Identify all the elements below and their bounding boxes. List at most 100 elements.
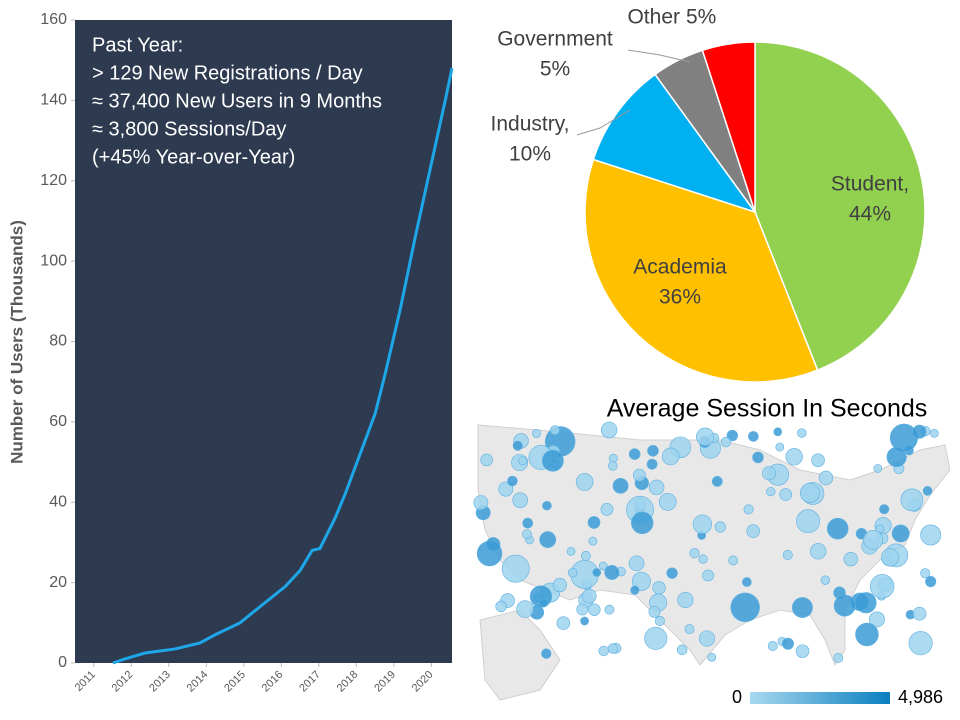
x-tick-label: 2013	[147, 669, 173, 695]
annotation: > 129 New Registrations / Day	[92, 62, 363, 84]
map-bubble	[539, 598, 548, 608]
map-title: Average Session In Seconds	[607, 395, 928, 423]
map-bubble	[652, 581, 666, 595]
map-bubble	[576, 603, 589, 616]
map-bubble	[698, 630, 716, 647]
map-bubble	[820, 575, 830, 585]
map-bubble	[826, 517, 849, 540]
map-bubble	[600, 421, 618, 439]
map-bubble	[698, 554, 708, 564]
y-tick-label: 20	[49, 574, 67, 591]
map-bubble	[833, 594, 856, 617]
slice-label: Government	[497, 28, 613, 51]
map-bubble	[580, 616, 589, 626]
slice-label: Other	[627, 6, 680, 29]
map-bubble	[809, 543, 827, 560]
x-tick-label: 2017	[297, 669, 323, 695]
map-bubble	[666, 567, 678, 579]
map-bubble	[587, 516, 601, 529]
y-axis-label: Number of Users (Thousands)	[7, 220, 26, 464]
map-bubble	[598, 561, 608, 571]
y-tick-label: 120	[40, 172, 67, 189]
map-bubble	[512, 440, 523, 451]
map-bubble	[730, 592, 760, 623]
map-bubble	[512, 492, 528, 508]
map-bubble	[900, 488, 924, 512]
map-bubble	[912, 424, 927, 439]
pie-slice	[754, 41, 926, 372]
x-tick-label: 2011	[73, 669, 98, 694]
map-bubble	[632, 468, 646, 482]
map-bubble	[608, 461, 618, 471]
map-bubble	[702, 569, 714, 582]
map-bubble	[628, 448, 641, 460]
y-tick-label: 100	[40, 252, 67, 269]
map-bubble	[646, 458, 658, 470]
map-bubble	[485, 537, 501, 552]
slice-value-label: 36%	[659, 286, 701, 309]
map-bubble	[631, 571, 651, 591]
map-bubble	[746, 524, 760, 538]
map-bubble	[785, 448, 803, 466]
map-bubble	[501, 554, 530, 583]
map-bubble	[566, 546, 576, 556]
x-tick-label: 2018	[335, 669, 361, 695]
map-bubble	[879, 504, 890, 515]
map-bubble	[782, 550, 793, 561]
y-tick-label: 140	[40, 92, 67, 109]
colorbar-label: 4,986	[898, 687, 943, 707]
y-tick-label: 160	[40, 11, 67, 28]
slice-value-label: 5%	[540, 58, 570, 81]
map-bubble	[580, 550, 591, 561]
map-bubble	[833, 653, 844, 663]
slice-value-label: 10%	[509, 143, 551, 166]
map-bubble	[612, 477, 629, 494]
y-tick-label: 40	[49, 493, 67, 510]
pie-slice	[584, 158, 819, 383]
y-tick-label: 0	[58, 654, 67, 671]
map-bubble	[588, 536, 598, 546]
map-bubble	[869, 574, 895, 599]
data-line	[112, 67, 454, 665]
slice-value-label: 44%	[849, 203, 891, 226]
map-bubble	[604, 564, 620, 580]
map-bubble	[592, 568, 602, 577]
x-tick-label: 2015	[222, 669, 248, 695]
map-bubble	[922, 486, 933, 496]
map-bubble	[600, 503, 614, 516]
map-bubble	[532, 428, 542, 439]
map-bubble	[791, 597, 813, 618]
map-bubble	[631, 511, 654, 535]
annotation: ≈ 37,400 New Users in 9 Months	[92, 90, 382, 112]
map-bubble	[925, 575, 937, 588]
map-bubble	[912, 606, 927, 621]
map-bubble	[929, 428, 939, 438]
map-bubble	[516, 600, 534, 618]
map-bubble	[542, 500, 552, 511]
map-bubble	[741, 577, 752, 587]
map-bubble	[684, 624, 695, 635]
map-bubble	[522, 517, 534, 529]
map-bubble	[604, 604, 615, 615]
map-bubble	[855, 622, 879, 647]
map-bubble	[767, 641, 778, 651]
map-bubble	[628, 555, 645, 572]
map-bubble	[863, 529, 884, 550]
map-bubble	[647, 445, 659, 457]
slice-label: Industry,	[491, 113, 570, 136]
map-bubble	[654, 615, 665, 626]
map-bubble	[661, 447, 680, 466]
map-bubble	[920, 524, 942, 546]
map-bubble	[549, 425, 560, 436]
annotation: ≈ 3,800 Sessions/Day	[92, 118, 286, 140]
map-bubble	[873, 464, 883, 473]
map-bubble	[766, 486, 776, 497]
map-bubble	[498, 481, 514, 497]
map-bubble	[908, 631, 933, 656]
x-tick-label: 2012	[110, 669, 136, 695]
y-tick-label: 80	[49, 333, 67, 350]
map-bubble	[881, 548, 900, 567]
map-bubble	[811, 453, 825, 468]
map-bubble	[518, 456, 528, 466]
